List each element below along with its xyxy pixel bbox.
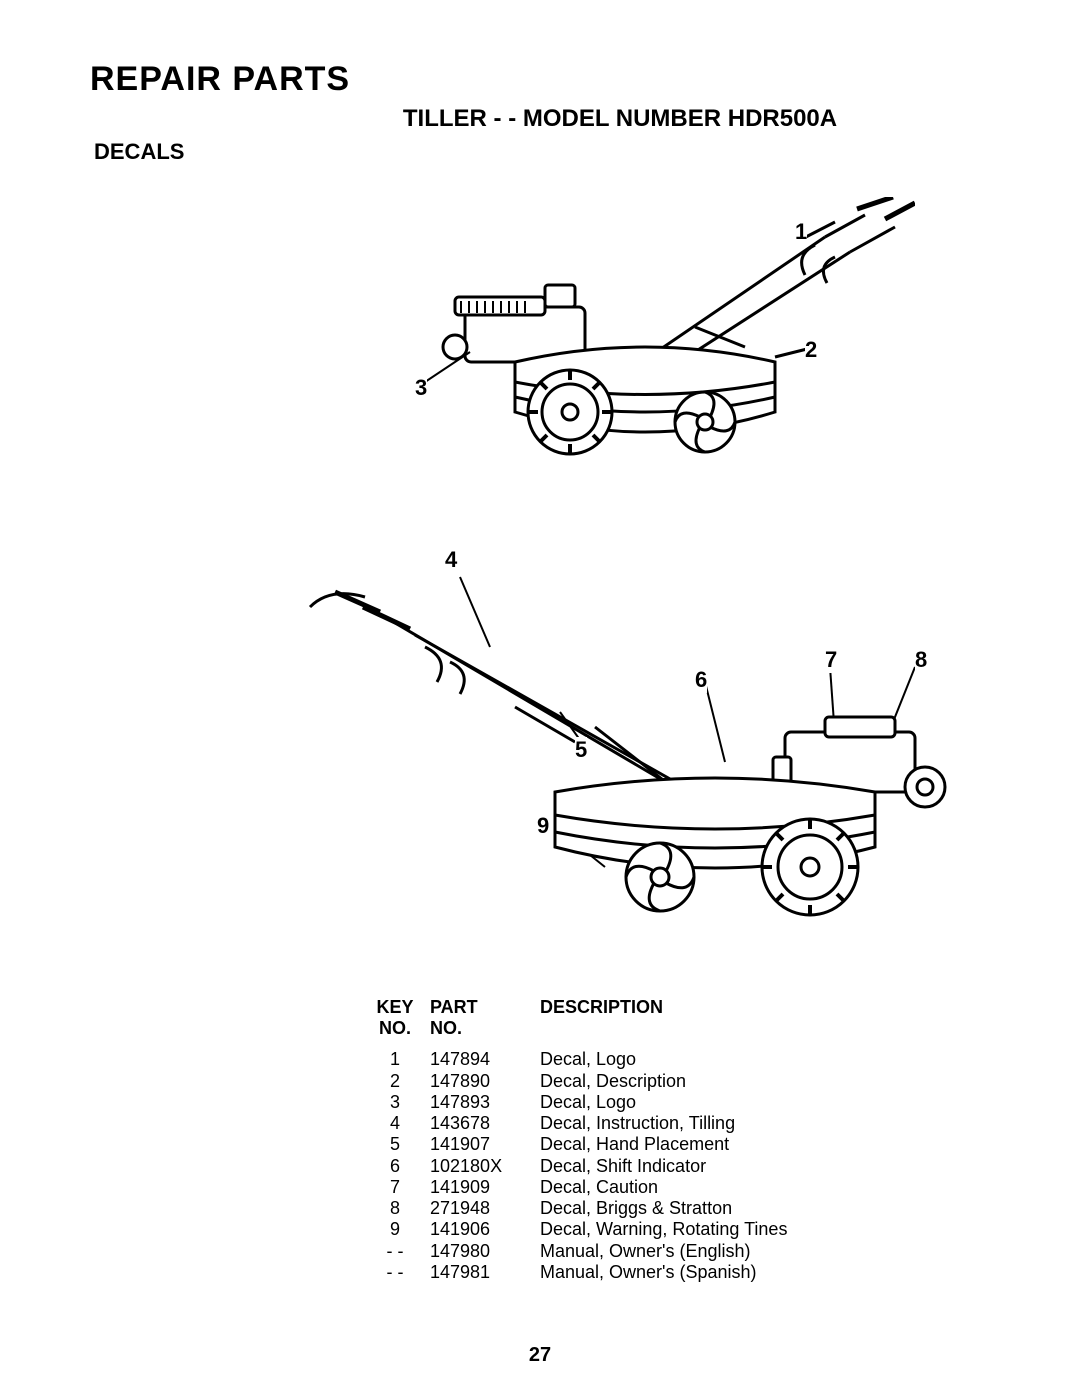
header-key: KEYNO.	[360, 997, 430, 1039]
cell-desc: Decal, Hand Placement	[540, 1134, 940, 1155]
callout-4: 4	[445, 547, 457, 573]
table-row: 4143678Decal, Instruction, Tilling	[360, 1113, 940, 1134]
title-sub: TILLER - - MODEL NUMBER HDR500A	[240, 105, 1000, 133]
cell-desc: Decal, Shift Indicator	[540, 1156, 940, 1177]
cell-key: 1	[360, 1049, 430, 1070]
cell-key: 3	[360, 1092, 430, 1113]
table-row: 5141907Decal, Hand Placement	[360, 1134, 940, 1155]
cell-desc: Decal, Description	[540, 1071, 940, 1092]
cell-part: 141906	[430, 1219, 540, 1240]
cell-desc: Decal, Instruction, Tilling	[540, 1113, 940, 1134]
table-row: 1147894Decal, Logo	[360, 1049, 940, 1070]
callout-8: 8	[915, 647, 927, 673]
cell-desc: Decal, Logo	[540, 1092, 940, 1113]
cell-desc: Manual, Owner's (English)	[540, 1241, 940, 1262]
header-key-text: KEYNO.	[376, 997, 413, 1038]
callout-6: 6	[695, 667, 707, 693]
table-row: 9141906Decal, Warning, Rotating Tines	[360, 1219, 940, 1240]
table-row: 6102180XDecal, Shift Indicator	[360, 1156, 940, 1177]
table-row: 3147893Decal, Logo	[360, 1092, 940, 1113]
table-row: 7141909Decal, Caution	[360, 1177, 940, 1198]
cell-part: 141909	[430, 1177, 540, 1198]
cell-key: 7	[360, 1177, 430, 1198]
cell-key: 9	[360, 1219, 430, 1240]
section-heading: DECALS	[94, 139, 1000, 165]
callout-5: 5	[575, 737, 587, 763]
table-row: - -147981Manual, Owner's (Spanish)	[360, 1262, 940, 1283]
cell-part: 271948	[430, 1198, 540, 1219]
cell-desc: Decal, Logo	[540, 1049, 940, 1070]
cell-key: - -	[360, 1241, 430, 1262]
tiller-bottom-svg	[265, 567, 965, 947]
cell-part: 147894	[430, 1049, 540, 1070]
page: REPAIR PARTS TILLER - - MODEL NUMBER HDR…	[0, 0, 1080, 1397]
page-number: 27	[0, 1344, 1080, 1367]
parts-header: KEYNO. PARTNO. DESCRIPTION	[360, 997, 940, 1039]
title-main: REPAIR PARTS	[90, 60, 1000, 99]
cell-key: - -	[360, 1262, 430, 1283]
table-row: 2147890Decal, Description	[360, 1071, 940, 1092]
callout-1: 1	[795, 219, 807, 245]
cell-part: 141907	[430, 1134, 540, 1155]
cell-desc: Decal, Warning, Rotating Tines	[540, 1219, 940, 1240]
callout-2: 2	[805, 337, 817, 363]
header-desc: DESCRIPTION	[540, 997, 940, 1039]
cell-key: 4	[360, 1113, 430, 1134]
cell-key: 5	[360, 1134, 430, 1155]
header-part-text: PARTNO.	[430, 997, 478, 1038]
diagram-area: 1 2 3 4 5 6 7 8 9	[165, 177, 925, 977]
cell-part: 147893	[430, 1092, 540, 1113]
cell-key: 8	[360, 1198, 430, 1219]
callout-9: 9	[537, 813, 549, 839]
cell-key: 2	[360, 1071, 430, 1092]
cell-part: 143678	[430, 1113, 540, 1134]
table-row: - -147980Manual, Owner's (English)	[360, 1241, 940, 1262]
tiller-top-svg	[395, 197, 915, 457]
table-row: 8271948Decal, Briggs & Stratton	[360, 1198, 940, 1219]
cell-part: 147980	[430, 1241, 540, 1262]
header-desc-text: DESCRIPTION	[540, 997, 663, 1017]
cell-part: 147890	[430, 1071, 540, 1092]
parts-rows: 1147894Decal, Logo2147890Decal, Descript…	[360, 1049, 940, 1283]
cell-desc: Decal, Briggs & Stratton	[540, 1198, 940, 1219]
header-part: PARTNO.	[430, 997, 540, 1039]
cell-part: 147981	[430, 1262, 540, 1283]
cell-desc: Decal, Caution	[540, 1177, 940, 1198]
callout-7: 7	[825, 647, 837, 673]
parts-table: KEYNO. PARTNO. DESCRIPTION 1147894Decal,…	[360, 997, 940, 1283]
cell-desc: Manual, Owner's (Spanish)	[540, 1262, 940, 1283]
cell-key: 6	[360, 1156, 430, 1177]
callout-3: 3	[415, 375, 427, 401]
cell-part: 102180X	[430, 1156, 540, 1177]
